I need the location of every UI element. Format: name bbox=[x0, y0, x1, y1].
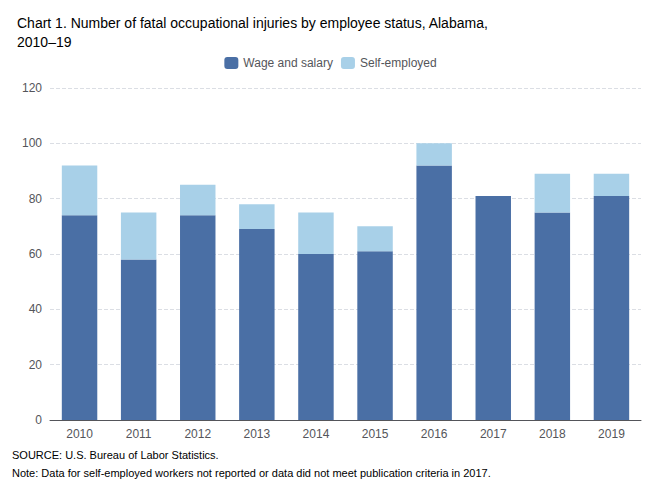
svg-text:Self-employed: Self-employed bbox=[360, 56, 437, 70]
svg-text:40: 40 bbox=[29, 302, 43, 316]
svg-text:20: 20 bbox=[29, 358, 43, 372]
svg-text:2013: 2013 bbox=[243, 427, 270, 441]
svg-text:SOURCE: U.S. Bureau of Labor S: SOURCE: U.S. Bureau of Labor Statistics. bbox=[12, 449, 219, 461]
svg-text:2019: 2019 bbox=[598, 427, 625, 441]
svg-text:2017: 2017 bbox=[480, 427, 507, 441]
svg-text:Note: Data for self-employed w: Note: Data for self-employed workers not… bbox=[12, 467, 491, 479]
svg-text:Chart 1. Number of fatal occup: Chart 1. Number of fatal occupational in… bbox=[17, 15, 488, 31]
svg-text:2014: 2014 bbox=[303, 427, 330, 441]
svg-text:0: 0 bbox=[35, 413, 42, 427]
svg-text:2010: 2010 bbox=[66, 427, 93, 441]
svg-text:2016: 2016 bbox=[421, 427, 448, 441]
svg-text:100: 100 bbox=[22, 136, 42, 150]
svg-text:120: 120 bbox=[22, 81, 42, 95]
svg-text:2010–19: 2010–19 bbox=[17, 34, 72, 50]
svg-text:80: 80 bbox=[29, 192, 43, 206]
svg-text:60: 60 bbox=[29, 247, 43, 261]
svg-text:2015: 2015 bbox=[362, 427, 389, 441]
svg-text:2018: 2018 bbox=[539, 427, 566, 441]
svg-text:2011: 2011 bbox=[126, 427, 152, 441]
svg-text:2012: 2012 bbox=[184, 427, 211, 441]
svg-text:Wage and salary: Wage and salary bbox=[243, 56, 333, 70]
